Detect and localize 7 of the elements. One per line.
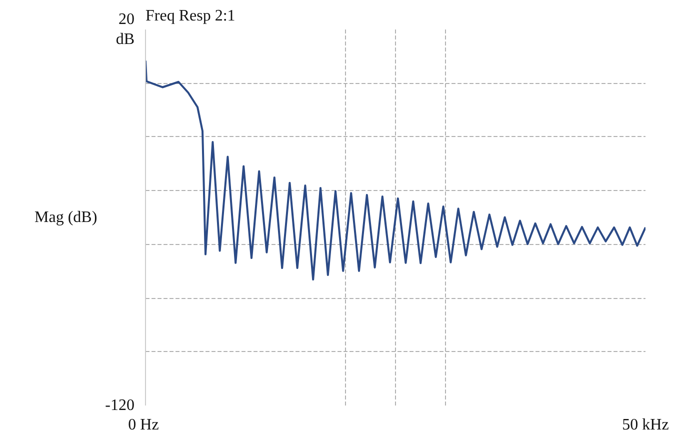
x-tick-label: 0 Hz xyxy=(128,416,159,434)
line-series xyxy=(146,60,646,281)
y-axis-title: Mag (dB) xyxy=(34,209,98,226)
chart-title: Freq Resp 2:1 xyxy=(146,8,236,24)
y-tick-label: -120 xyxy=(105,397,134,414)
y-tick-label: 20 dB xyxy=(116,10,134,48)
x-tick-label: 50 kHz xyxy=(622,416,669,434)
